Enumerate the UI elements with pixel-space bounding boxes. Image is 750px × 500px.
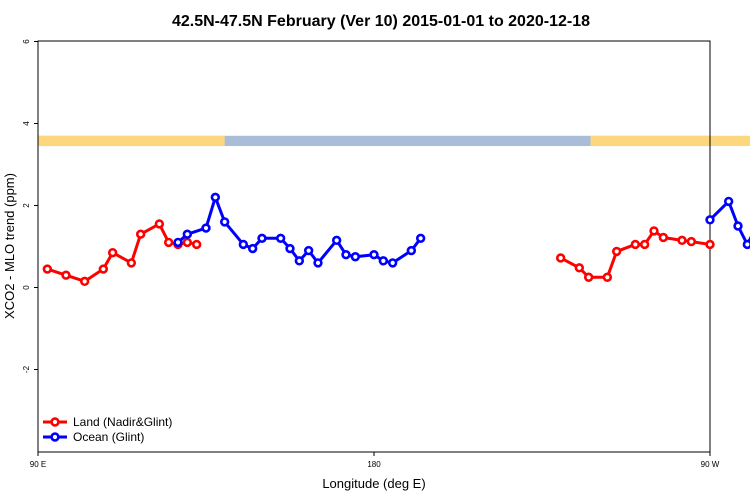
legend-swatch-point [50,417,60,427]
y-tick-label: 2 [22,203,31,208]
data-point [275,233,286,244]
x-tick-label: 90 W [701,460,720,469]
y-tick-label: 6 [22,39,31,44]
data-point [387,258,398,268]
x-tick-label: 180 [367,460,381,469]
data-point [294,256,305,266]
y-axis: 6 4 2 0 -2 [22,39,38,373]
data-point [630,239,641,250]
data-point [583,272,594,282]
data-point [303,245,314,256]
data-point [219,217,230,227]
data-point [173,237,183,248]
data-point [313,258,323,268]
data-point [677,235,687,246]
x-tick-label: 90 E [30,460,46,469]
data-point [61,270,71,280]
ocean-band [38,135,710,147]
data-point [238,239,249,250]
data-point [191,239,202,250]
data-point [350,252,361,262]
land-ocean-band [38,135,750,147]
data-point [154,219,165,229]
data-point [369,250,379,260]
data-point [107,247,118,258]
data-point [686,236,697,247]
series-layer [42,192,750,287]
y-axis-label: XCO2 - MLO trend (ppm) [2,173,17,319]
data-point [658,232,669,243]
data-point [182,237,193,248]
chart-title: 42.5N-47.5N February (Ver 10) 2015-01-01… [172,13,590,30]
data-point [135,229,146,239]
data-point [574,263,585,273]
data-point [257,233,267,244]
y-tick-label: 0 [22,285,31,290]
data-point [415,233,426,244]
land-band-segment [590,135,750,147]
data-point [285,243,295,254]
data-point [341,250,351,260]
data-point [705,239,715,250]
data-point [201,223,211,233]
data-point [79,276,90,287]
data-point [733,221,743,231]
legend-swatch-point [50,432,60,442]
legend-label: Land (Nadir&Glint) [73,415,172,429]
data-point [163,237,174,248]
data-point [98,264,109,274]
series-land [42,219,715,287]
data-point [42,264,53,274]
data-point [742,239,750,250]
data-point [602,272,613,282]
x-axis-label: Longitude (deg E) [322,476,425,491]
data-point [210,192,221,203]
data-point [639,239,650,250]
legend-label: Ocean (Glint) [73,430,144,444]
data-point [378,256,389,266]
data-point [611,246,622,257]
data-point [723,196,734,207]
data-point [126,258,137,268]
data-point [555,253,566,263]
land-band-segment [38,135,225,147]
y-tick-label: -2 [22,365,31,373]
plot-frame [37,40,711,453]
data-point [406,245,417,256]
series-line [177,195,422,265]
legend: Land (Nadir&Glint)Ocean (Glint) [43,415,172,444]
data-point [649,226,659,236]
series-ocean [173,192,750,268]
y-tick-label: 4 [22,121,31,126]
data-point [247,243,258,254]
data-point [331,235,342,246]
data-point [705,215,715,225]
data-point [182,229,193,239]
